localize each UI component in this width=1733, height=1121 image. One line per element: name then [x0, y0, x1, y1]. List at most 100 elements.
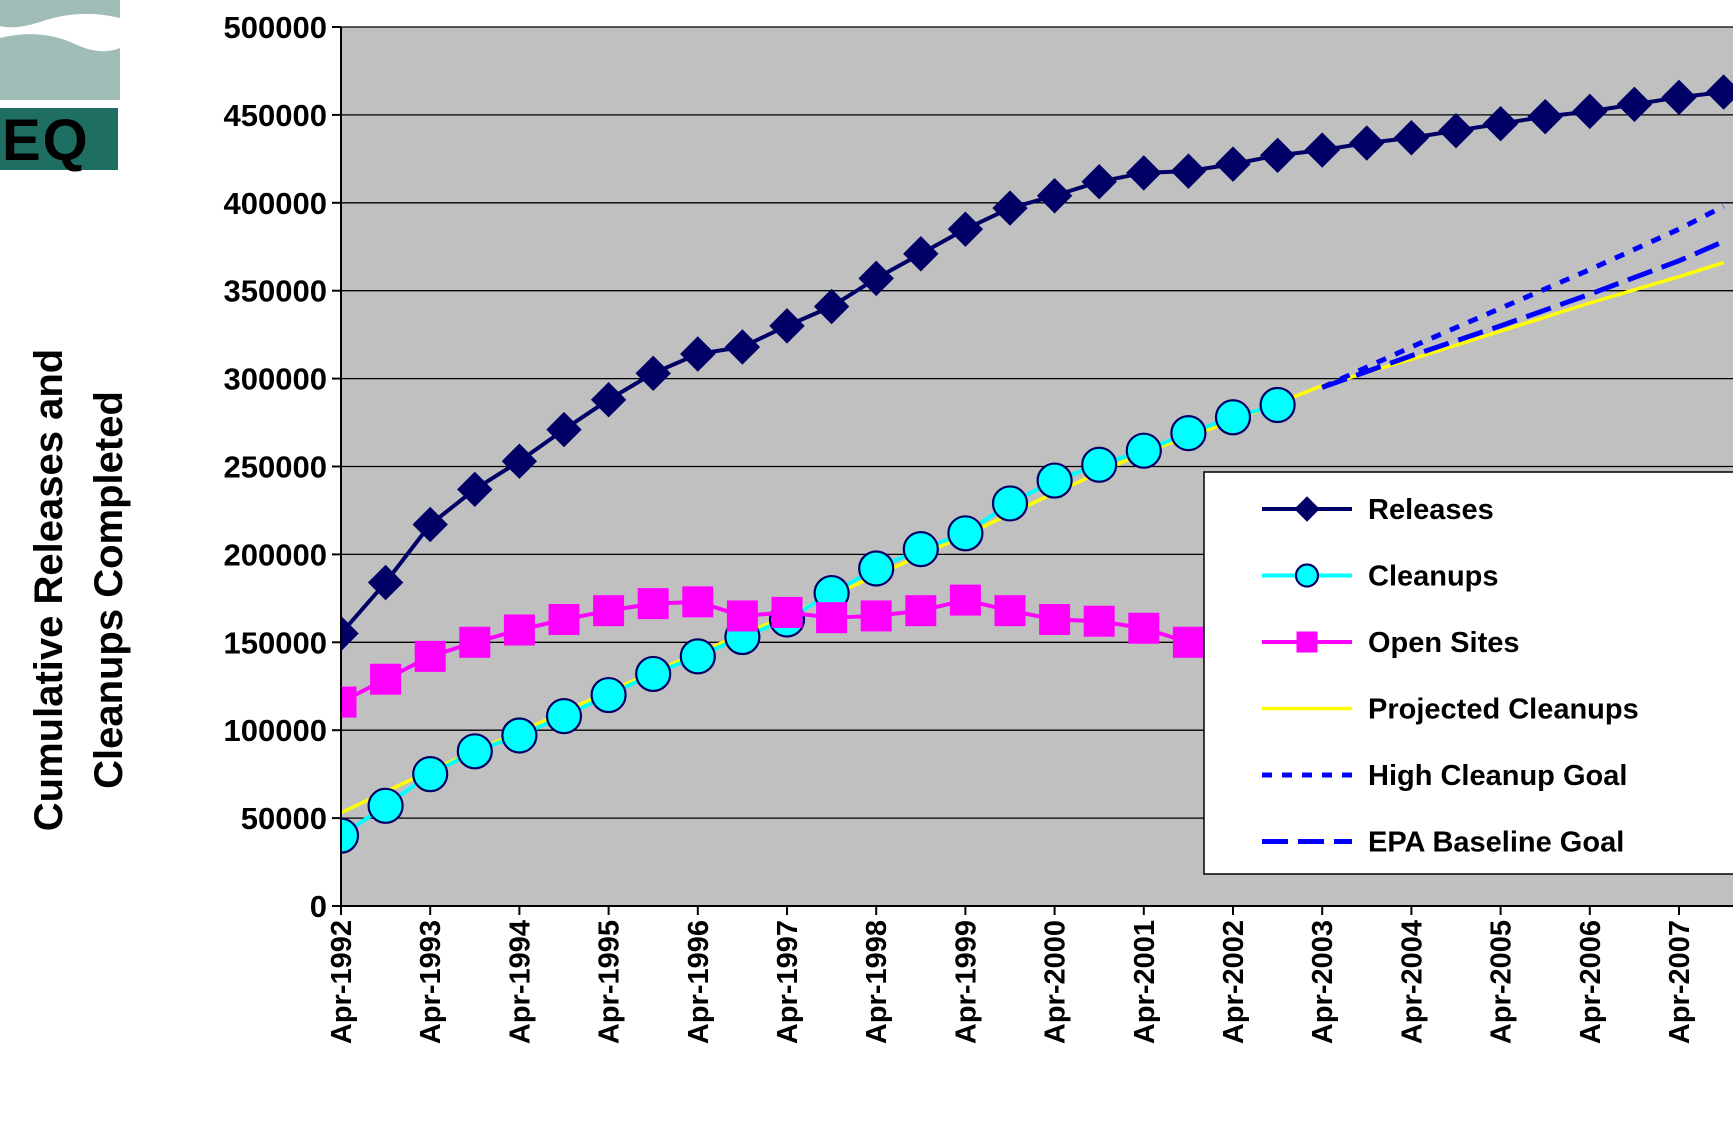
x-tick-label: Apr-2000 [1040, 920, 1072, 1044]
data-point-cleanups [1259, 386, 1296, 424]
y-axis-title-line-2: Cleanups Completed [87, 391, 131, 789]
data-point-open-sites [949, 584, 981, 616]
data-point-open-sites [548, 603, 580, 635]
data-point-cleanups [902, 531, 939, 568]
data-point-releases [1527, 98, 1563, 135]
data-point-releases [1393, 120, 1430, 156]
data-point-open-sites [637, 588, 669, 620]
logo: EQ [0, 0, 120, 173]
x-tick-label: Apr-1997 [772, 920, 804, 1044]
x-tick-label: Apr-1998 [861, 920, 893, 1044]
data-point-open-sites [905, 595, 937, 627]
data-point-releases [341, 615, 359, 652]
legend-label-epa-baseline-goal: EPA Baseline Goal [1368, 827, 1624, 859]
data-point-cleanups [545, 698, 583, 735]
axes: 0 50000 100000 150000 200000 250000 300000 3500… [224, 10, 1733, 1044]
y-tick-label: 450000 [224, 98, 327, 133]
x-tick-label: Apr-1992 [326, 920, 358, 1044]
data-point-open-sites [860, 600, 892, 632]
y-tick-label: 400000 [224, 186, 327, 221]
data-point-releases [1661, 79, 1697, 116]
data-point-releases [1349, 125, 1385, 161]
x-tick-label: Apr-2005 [1486, 920, 1518, 1044]
legend-marker-releases [1294, 496, 1320, 522]
data-point-cleanups [367, 787, 404, 824]
logo-wave-bottom [0, 34, 120, 100]
data-point-releases [457, 471, 493, 508]
data-point-cleanups [635, 655, 672, 693]
data-point-open-sites [459, 626, 491, 658]
x-tick-label: Apr-2003 [1307, 920, 1339, 1044]
data-point-releases [1438, 113, 1474, 149]
data-point-releases [769, 308, 805, 344]
y-tick-label: 500000 [224, 10, 327, 45]
x-tick-label: Apr-1993 [415, 920, 447, 1044]
y-tick-label: 150000 [224, 625, 327, 660]
x-tick-label: Apr-2006 [1575, 920, 1607, 1044]
legend-label-projected-cleanups: Projected Cleanups [1368, 694, 1639, 726]
data-point-cleanups [858, 550, 895, 587]
data-point-open-sites [341, 686, 357, 718]
data-point-cleanups [501, 717, 538, 754]
x-tick-label: Apr-2002 [1218, 920, 1250, 1044]
data-point-releases [367, 564, 404, 601]
data-point-releases [1036, 178, 1073, 214]
data-point-releases [412, 506, 448, 543]
x-tick-label: Apr-1995 [594, 920, 626, 1044]
data-point-releases [1259, 137, 1296, 174]
data-point-cleanups [1081, 446, 1118, 483]
data-point-open-sites [771, 596, 803, 628]
data-point-releases [546, 411, 582, 448]
legend-marker-open-sites [1296, 631, 1318, 653]
data-point-cleanups [991, 485, 1029, 522]
data-point-releases [590, 381, 627, 418]
x-tick-label: Apr-1996 [683, 920, 715, 1044]
legend-label-cleanups: Cleanups [1368, 561, 1499, 593]
series-line-epa-baseline-goal [1321, 239, 1725, 390]
data-point-cleanups [412, 756, 449, 793]
y-axis-title-line-1: Cumulative Releases and [27, 349, 71, 831]
data-point-releases [1705, 74, 1733, 110]
data-point-cleanups [679, 638, 716, 675]
y-tick-label: 200000 [224, 537, 327, 572]
data-point-cleanups [947, 515, 984, 552]
y-tick-label: 50000 [241, 801, 327, 836]
data-point-open-sites [726, 600, 758, 632]
data-point-cleanups [1036, 462, 1073, 499]
data-point-releases [1482, 105, 1519, 142]
logo-plate [0, 108, 118, 170]
data-point-open-sites [816, 602, 848, 634]
legend-marker-cleanups [1294, 563, 1320, 588]
data-point-releases [724, 329, 761, 365]
data-point-open-sites [1083, 605, 1115, 637]
y-tick-label: 0 [310, 889, 327, 924]
x-tick-label: Apr-1999 [950, 920, 982, 1044]
data-point-releases [680, 336, 716, 372]
data-point-releases [992, 190, 1028, 226]
logo-wave-top [0, 0, 120, 28]
data-point-open-sites [994, 595, 1026, 627]
series-layer [341, 74, 1733, 854]
logo-text: EQ [2, 108, 90, 173]
data-point-releases [813, 288, 850, 325]
data-point-cleanups [341, 817, 360, 854]
data-point-open-sites [1128, 612, 1160, 644]
y-tick-label: 100000 [224, 713, 327, 748]
data-point-releases [1126, 155, 1162, 191]
data-point-releases [1304, 132, 1340, 168]
series-line-high-cleanup-goal [1321, 204, 1725, 390]
data-point-releases [903, 236, 939, 272]
data-point-open-sites [1172, 626, 1204, 658]
data-point-releases [1081, 163, 1117, 200]
legend-label-open-sites: Open Sites [1368, 627, 1520, 659]
x-tick-label: Apr-1994 [504, 920, 536, 1044]
data-point-releases [1572, 93, 1608, 130]
data-point-open-sites [682, 586, 714, 618]
data-point-releases [1616, 86, 1653, 123]
data-point-cleanups [456, 733, 493, 770]
legend-box [1203, 471, 1733, 875]
data-point-releases [947, 211, 984, 247]
data-point-cleanups [1170, 414, 1207, 452]
y-tick-label: 250000 [224, 450, 327, 485]
